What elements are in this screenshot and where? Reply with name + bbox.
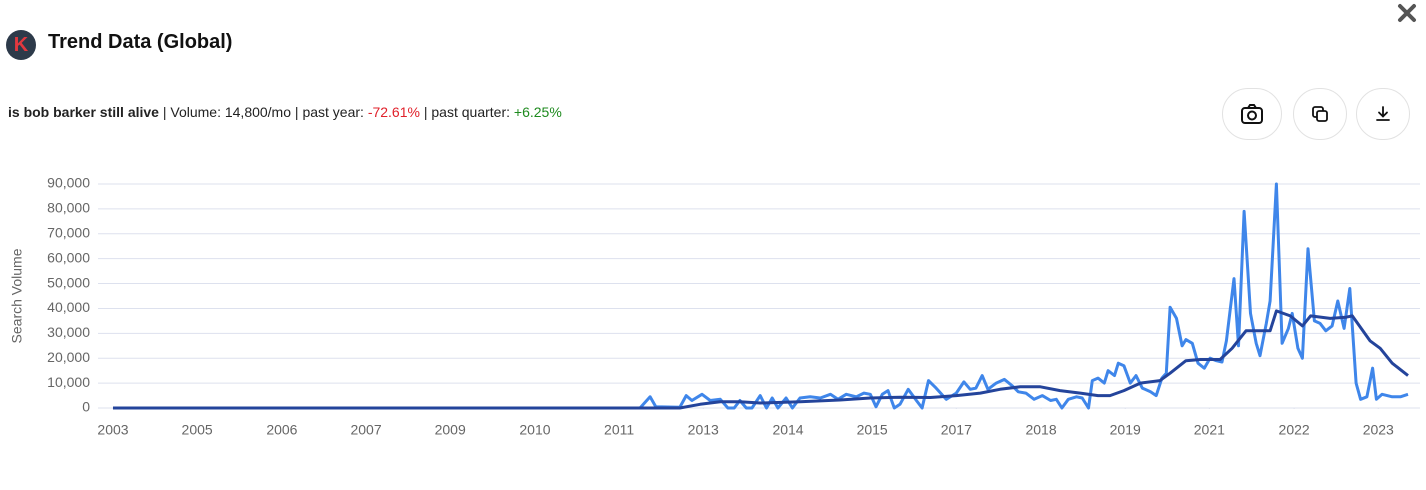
title: Trend Data (Global) bbox=[48, 31, 233, 53]
y-tick-label: 60,000 bbox=[47, 249, 90, 265]
y-tick-label: 30,000 bbox=[47, 324, 90, 340]
x-tick-label: 2011 bbox=[604, 422, 634, 438]
download-icon bbox=[1376, 106, 1390, 121]
screenshot-button[interactable] bbox=[1222, 88, 1282, 140]
volume: Volume: 14,800/mo bbox=[170, 104, 292, 120]
y-tick-label: 0 bbox=[82, 399, 90, 415]
x-tick-label: 2017 bbox=[941, 422, 972, 438]
past-quarter: +6.25% bbox=[513, 104, 562, 120]
x-tick-label: 2010 bbox=[519, 422, 550, 438]
x-tick-label: 2005 bbox=[182, 422, 213, 438]
past-quarter-label: past quarter: bbox=[431, 104, 510, 120]
download-button[interactable] bbox=[1356, 88, 1410, 140]
copy-icon bbox=[1312, 106, 1328, 122]
past-year-label: past year: bbox=[302, 104, 364, 120]
y-tick-label: 80,000 bbox=[47, 200, 90, 216]
x-tick-label: 2022 bbox=[1279, 422, 1310, 438]
keyword: is bob barker still alive bbox=[8, 104, 159, 120]
keyword-info: is bob barker still alive | Volume: 14,8… bbox=[8, 104, 562, 120]
separator: | bbox=[423, 104, 428, 120]
line-series bbox=[113, 309, 1409, 410]
separator: | bbox=[162, 104, 167, 120]
close-button[interactable] bbox=[1396, 2, 1418, 24]
x-tick-label: 2023 bbox=[1363, 422, 1394, 438]
x-tick-label: 2021 bbox=[1194, 422, 1225, 438]
line-series bbox=[113, 182, 1409, 410]
x-tick-label: 2013 bbox=[688, 422, 719, 438]
y-tick-label: 20,000 bbox=[47, 349, 90, 365]
y-tick-label: 40,000 bbox=[47, 299, 90, 315]
y-tick-label: 50,000 bbox=[47, 274, 90, 290]
copy-button[interactable] bbox=[1293, 88, 1347, 140]
x-tick-label: 2009 bbox=[435, 422, 466, 438]
camera-icon bbox=[1241, 104, 1263, 124]
logo: K bbox=[6, 30, 36, 60]
x-tick-label: 2014 bbox=[772, 422, 803, 438]
x-tick-label: 2019 bbox=[1110, 422, 1141, 438]
separator: | bbox=[294, 104, 299, 120]
chart: Search Volume 0 10,000 20,000 30,000 40,000 50… bbox=[9, 175, 1420, 438]
y-axis-label: Search Volume bbox=[9, 248, 25, 343]
y-tick-label: 70,000 bbox=[47, 224, 90, 240]
x-tick-label: 2018 bbox=[1025, 422, 1056, 438]
y-tick-label: 10,000 bbox=[47, 374, 90, 390]
x-tick-label: 2003 bbox=[97, 422, 128, 438]
x-tick-label: 2006 bbox=[266, 422, 297, 438]
past-year: -72.61% bbox=[367, 104, 420, 120]
y-tick-label: 90,000 bbox=[47, 175, 90, 191]
x-tick-label: 2007 bbox=[350, 422, 381, 438]
x-tick-label: 2015 bbox=[857, 422, 888, 438]
